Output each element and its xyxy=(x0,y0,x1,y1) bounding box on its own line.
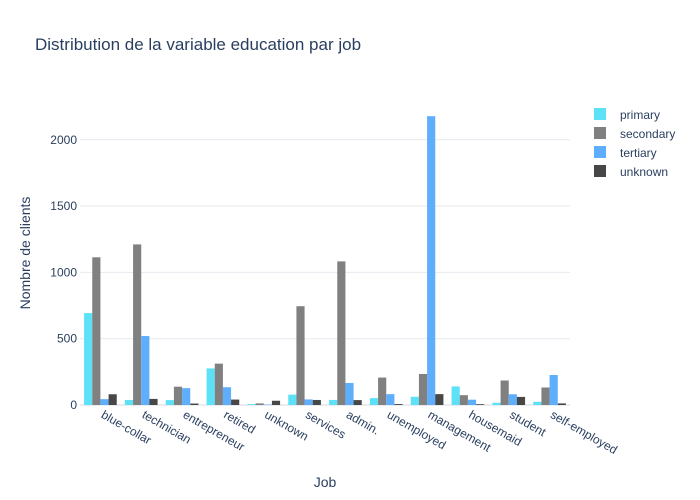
y-tick-label: 0 xyxy=(70,398,77,412)
y-tick-label: 1500 xyxy=(50,199,77,213)
bar-secondary-student[interactable] xyxy=(500,380,509,405)
bar-unknown-entrepreneur[interactable] xyxy=(190,403,199,405)
bar-unknown-unknown[interactable] xyxy=(271,400,281,405)
bar-secondary-management[interactable] xyxy=(418,373,428,405)
bar-primary-admin.[interactable] xyxy=(329,399,338,405)
bar-unknown-services[interactable] xyxy=(312,399,321,405)
bar-unknown-housemaid[interactable] xyxy=(476,404,485,405)
bar-primary-unemployed[interactable] xyxy=(369,398,379,405)
bar-unknown-technician[interactable] xyxy=(149,398,158,405)
bar-secondary-technician[interactable] xyxy=(133,244,142,405)
bar-unknown-management[interactable] xyxy=(435,394,444,405)
bar-secondary-blue-collar[interactable] xyxy=(92,257,101,405)
y-tick-label: 500 xyxy=(57,332,77,346)
grid xyxy=(80,139,570,406)
legend-label: primary xyxy=(620,108,660,122)
bar-primary-technician[interactable] xyxy=(124,399,134,405)
bar-tertiary-unknown[interactable] xyxy=(263,404,272,405)
bar-secondary-unknown[interactable] xyxy=(255,403,264,405)
bar-unknown-self-employed[interactable] xyxy=(557,403,566,405)
bar-tertiary-student[interactable] xyxy=(508,394,517,405)
chart-title: Distribution de la variable education pa… xyxy=(35,35,361,54)
legend-item-unknown[interactable]: unknown xyxy=(594,165,668,179)
legend-swatch xyxy=(594,146,606,158)
bar-primary-student[interactable] xyxy=(492,402,501,405)
bar-unknown-unemployed[interactable] xyxy=(394,404,403,405)
bar-tertiary-unemployed[interactable] xyxy=(386,394,395,405)
legend-swatch xyxy=(594,127,606,139)
y-axis-ticks: 0 500 1000 1500 2000 xyxy=(50,133,77,412)
bar-unknown-blue-collar[interactable] xyxy=(108,394,117,405)
bar-tertiary-admin.[interactable] xyxy=(345,382,354,405)
bar-tertiary-management[interactable] xyxy=(427,116,436,406)
y-axis-title: Nombre de clients xyxy=(17,197,33,310)
y-tick-label: 2000 xyxy=(50,133,77,147)
bar-unknown-retired[interactable] xyxy=(231,399,240,405)
bar-primary-entrepreneur[interactable] xyxy=(165,400,174,405)
bar-secondary-admin.[interactable] xyxy=(337,261,346,405)
legend-swatch xyxy=(594,165,606,177)
legend-swatch xyxy=(594,108,606,120)
bar-tertiary-retired[interactable] xyxy=(222,387,232,405)
bar-secondary-unemployed[interactable] xyxy=(378,377,387,405)
bars xyxy=(84,116,566,406)
legend-label: tertiary xyxy=(620,146,657,160)
bar-secondary-housemaid[interactable] xyxy=(459,395,468,405)
bar-primary-retired[interactable] xyxy=(206,368,215,405)
bar-tertiary-services[interactable] xyxy=(304,399,313,405)
bar-tertiary-self-employed[interactable] xyxy=(549,375,558,405)
y-tick-label: 1000 xyxy=(50,265,77,279)
legend[interactable]: primary secondary tertiary unknown xyxy=(594,108,675,179)
legend-item-tertiary[interactable]: tertiary xyxy=(594,146,657,160)
x-axis-title: Job xyxy=(314,474,337,490)
bar-secondary-entrepreneur[interactable] xyxy=(173,386,183,405)
bar-secondary-self-employed[interactable] xyxy=(541,387,550,405)
bar-secondary-retired[interactable] xyxy=(214,363,223,405)
bar-secondary-services[interactable] xyxy=(296,306,305,405)
bar-primary-management[interactable] xyxy=(410,396,419,405)
legend-label: unknown xyxy=(620,165,668,179)
bar-primary-self-employed[interactable] xyxy=(533,401,542,405)
bar-primary-services[interactable] xyxy=(288,394,297,405)
bar-tertiary-entrepreneur[interactable] xyxy=(182,388,191,405)
bar-tertiary-technician[interactable] xyxy=(141,336,150,405)
bar-primary-unknown[interactable] xyxy=(247,404,256,405)
bar-unknown-student[interactable] xyxy=(516,396,526,405)
legend-label: secondary xyxy=(620,127,675,141)
legend-item-primary[interactable]: primary xyxy=(594,108,660,122)
bar-tertiary-blue-collar[interactable] xyxy=(100,399,109,405)
bar-unknown-admin.[interactable] xyxy=(353,400,362,405)
bar-primary-blue-collar[interactable] xyxy=(84,313,93,405)
bar-primary-housemaid[interactable] xyxy=(451,386,460,405)
legend-item-secondary[interactable]: secondary xyxy=(594,127,675,141)
bar-tertiary-housemaid[interactable] xyxy=(467,399,477,405)
